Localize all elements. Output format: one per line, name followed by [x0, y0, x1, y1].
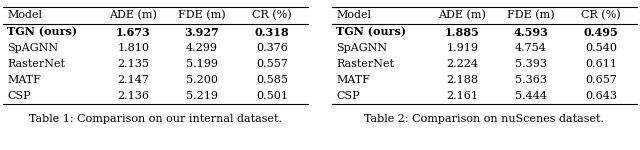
- Text: 0.657: 0.657: [585, 75, 617, 85]
- Text: 4.593: 4.593: [513, 27, 548, 38]
- Text: FDE (m): FDE (m): [178, 10, 226, 21]
- Text: 2.224: 2.224: [446, 59, 478, 69]
- Text: 1.885: 1.885: [445, 27, 480, 38]
- Text: 3.927: 3.927: [184, 27, 220, 38]
- Text: 0.540: 0.540: [585, 43, 617, 53]
- Text: TGN (ours): TGN (ours): [7, 27, 77, 38]
- Text: 0.585: 0.585: [256, 75, 288, 85]
- Text: SpAGNN: SpAGNN: [336, 43, 387, 53]
- Text: 5.363: 5.363: [515, 75, 547, 85]
- Text: CSP: CSP: [7, 91, 31, 101]
- Text: FDE (m): FDE (m): [508, 10, 555, 21]
- Text: 5.200: 5.200: [186, 75, 218, 85]
- Text: 0.495: 0.495: [584, 27, 618, 38]
- Text: 5.219: 5.219: [186, 91, 218, 101]
- Text: 0.643: 0.643: [585, 91, 617, 101]
- Text: Table 2: Comparison on nuScenes dataset.: Table 2: Comparison on nuScenes dataset.: [365, 114, 605, 124]
- Text: 2.161: 2.161: [446, 91, 478, 101]
- Text: 5.199: 5.199: [186, 59, 218, 69]
- Text: 1.919: 1.919: [446, 43, 478, 53]
- Text: MATF: MATF: [7, 75, 41, 85]
- Text: MATF: MATF: [336, 75, 370, 85]
- Text: 1.673: 1.673: [116, 27, 151, 38]
- Text: 1.810: 1.810: [117, 43, 149, 53]
- Text: 4.754: 4.754: [515, 43, 547, 53]
- Text: CR (%): CR (%): [581, 10, 621, 21]
- Text: 0.557: 0.557: [256, 59, 288, 69]
- Text: 5.444: 5.444: [515, 91, 547, 101]
- Text: 2.188: 2.188: [446, 75, 478, 85]
- Text: CR (%): CR (%): [252, 10, 292, 21]
- Text: RasterNet: RasterNet: [336, 59, 394, 69]
- Text: 0.318: 0.318: [255, 27, 289, 38]
- Text: ADE (m): ADE (m): [109, 10, 157, 21]
- Text: 2.135: 2.135: [117, 59, 149, 69]
- Text: TGN (ours): TGN (ours): [336, 27, 406, 38]
- Text: 2.147: 2.147: [118, 75, 149, 85]
- Text: 0.501: 0.501: [256, 91, 288, 101]
- Text: Table 1: Comparison on our internal dataset.: Table 1: Comparison on our internal data…: [29, 114, 282, 124]
- Text: CSP: CSP: [336, 91, 360, 101]
- Text: 4.299: 4.299: [186, 43, 218, 53]
- Text: SpAGNN: SpAGNN: [7, 43, 58, 53]
- Text: RasterNet: RasterNet: [7, 59, 65, 69]
- Text: 0.376: 0.376: [256, 43, 288, 53]
- Text: Model: Model: [7, 11, 42, 21]
- Text: ADE (m): ADE (m): [438, 10, 486, 21]
- Text: 0.611: 0.611: [585, 59, 617, 69]
- Text: 2.136: 2.136: [117, 91, 149, 101]
- Text: Model: Model: [336, 11, 371, 21]
- Text: 5.393: 5.393: [515, 59, 547, 69]
